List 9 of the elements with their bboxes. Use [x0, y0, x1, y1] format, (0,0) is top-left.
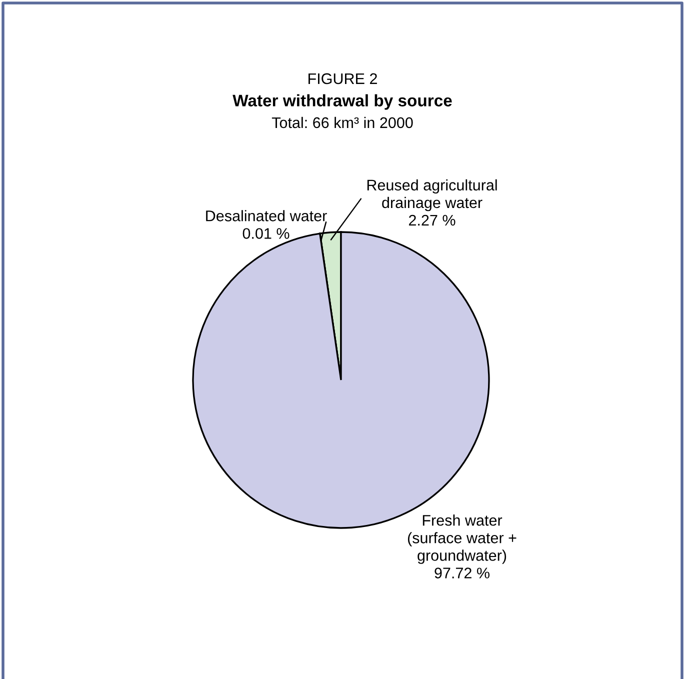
- chart-subtitle: Total: 66 km³ in 2000: [272, 116, 413, 128]
- data-label: 0.01 %: [242, 228, 290, 239]
- slice-label: Fresh water (surface water + groundwater): [408, 514, 516, 564]
- chart-title: Water withdrawal by source: [232, 94, 452, 110]
- slice-label: Desalinated water: [206, 210, 327, 222]
- data-label: 97.72 %: [434, 568, 490, 578]
- caption: FIGURE 2: [308, 73, 377, 84]
- slice-label: Reused agricultural drainage water: [367, 179, 497, 212]
- data-label: 2.27 %: [408, 214, 456, 226]
